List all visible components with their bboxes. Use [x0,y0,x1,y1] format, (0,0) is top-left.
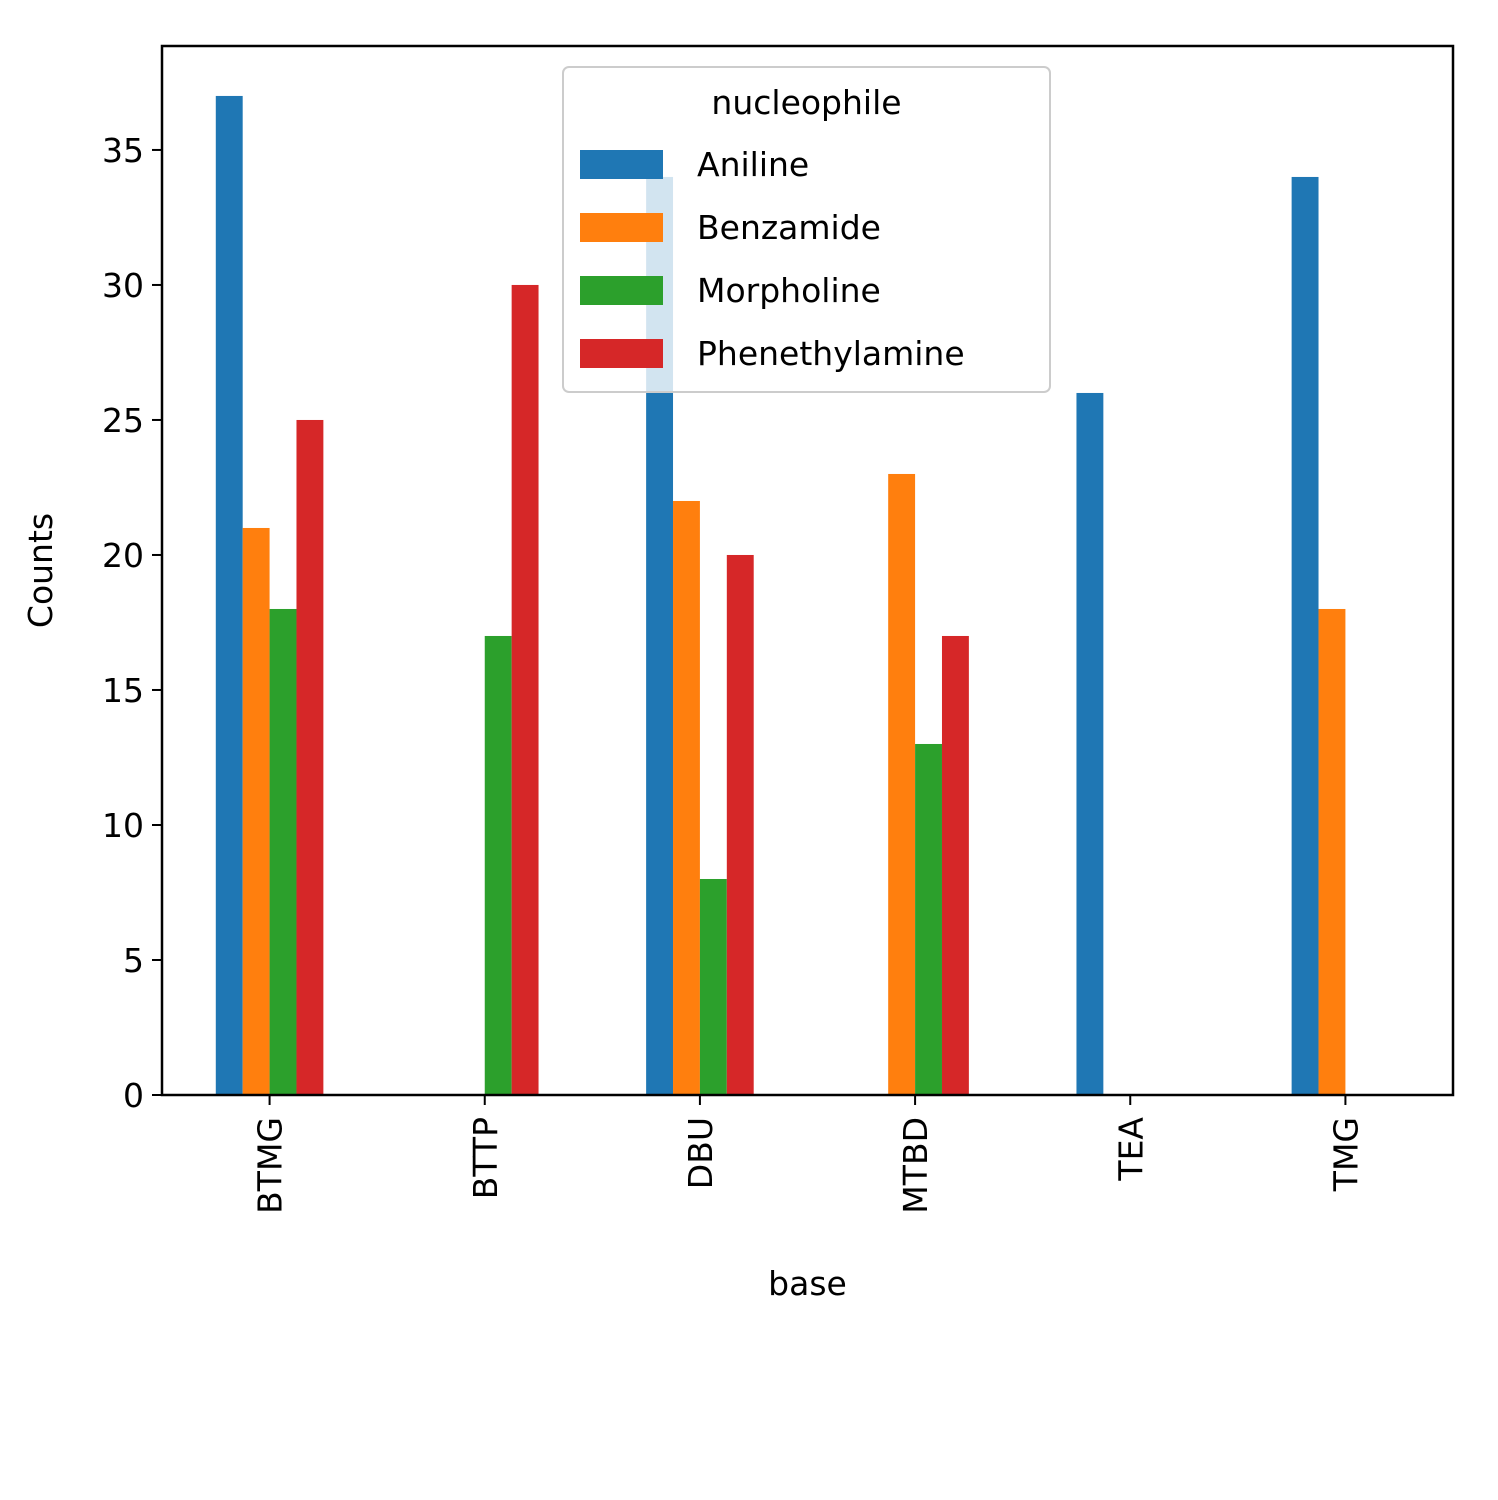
bar-morpholine-mtbd [915,743,942,1095]
y-tick-label: 5 [123,941,144,980]
bar-aniline-tea [1076,392,1104,1095]
bar-benzamide-dbu [673,500,700,1095]
bar-benzamide-btmg [242,527,270,1095]
bar-benzamide-mtbd [888,473,916,1095]
bar-aniline-tmg [1291,176,1319,1095]
y-tick-label: 0 [123,1076,144,1115]
bar-phenethylamine-bttp [511,284,539,1095]
bar-aniline-btmg [215,95,243,1095]
y-tick-label: 15 [102,671,144,710]
x-tick-label-bttp: BTTP [466,1117,505,1199]
y-tick-label: 25 [102,401,144,440]
y-tick-label: 30 [102,266,144,305]
bar-phenethylamine-dbu [726,554,754,1095]
x-tick-label-mtbd: MTBD [896,1117,935,1214]
legend-swatch-phenethylamine [580,339,663,368]
x-tick-label-tea: TEA [1111,1117,1150,1182]
legend-swatch-aniline [580,150,663,179]
legend-label-phenethylamine: Phenethylamine [697,334,965,373]
bar-morpholine-btmg [269,608,297,1095]
legend-label-morpholine: Morpholine [697,271,881,310]
y-tick-label: 20 [102,536,144,575]
x-tick-label-dbu: DBU [681,1117,720,1189]
x-tick-label-btmg: BTMG [251,1117,290,1214]
y-axis-label: Counts [21,513,60,628]
legend-title: nucleophile [711,83,901,122]
y-tick-label: 10 [102,806,144,845]
bar-morpholine-dbu [699,878,727,1095]
x-axis: BTMG BTTP DBU MTBD TEA TMG [251,1095,1365,1214]
y-tick-label: 35 [102,131,144,170]
legend-swatch-benzamide [580,213,663,242]
bar-benzamide-tmg [1318,608,1346,1095]
legend-label-benzamide: Benzamide [697,208,881,247]
bar-morpholine-bttp [484,635,512,1095]
x-axis-label: base [768,1264,847,1303]
bar-phenethylamine-btmg [296,419,324,1095]
legend-box [562,66,1051,393]
plot-frame [160,44,1455,1097]
legend: nucleophile Aniline Benzamide Morpholine Phe… [562,66,1051,393]
bar-phenethylamine-mtbd [941,635,969,1095]
legend-swatch-morpholine [580,276,663,305]
x-tick-label-tmg: TMG [1326,1117,1365,1192]
y-axis: 0 5 10 15 20 25 30 35 [102,131,162,1115]
legend-label-aniline: Aniline [697,145,809,184]
